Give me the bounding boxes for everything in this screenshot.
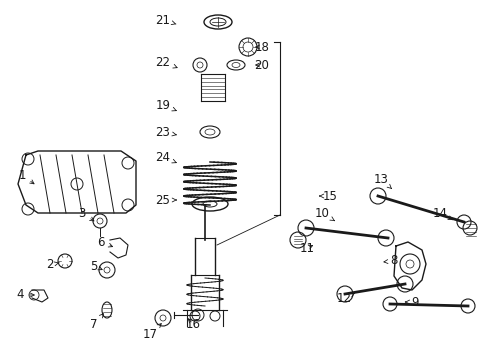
Text: 5: 5 <box>90 260 102 273</box>
Text: 10: 10 <box>314 207 334 221</box>
Text: 13: 13 <box>373 172 390 189</box>
Text: 1: 1 <box>18 168 34 184</box>
Text: 7: 7 <box>90 314 103 332</box>
Text: 16: 16 <box>185 318 200 330</box>
Text: 12: 12 <box>336 292 354 306</box>
Text: 21: 21 <box>155 14 176 27</box>
Text: 11: 11 <box>299 242 314 255</box>
Text: 25: 25 <box>155 194 176 207</box>
Text: 22: 22 <box>155 55 177 68</box>
Text: 20: 20 <box>254 59 269 72</box>
Text: 2: 2 <box>46 258 59 271</box>
Text: 18: 18 <box>254 41 269 54</box>
Text: 6: 6 <box>97 235 112 248</box>
Text: 17: 17 <box>142 324 161 341</box>
Text: 14: 14 <box>431 207 452 220</box>
Text: 3: 3 <box>78 207 94 221</box>
Text: 15: 15 <box>319 189 337 202</box>
Text: 4: 4 <box>16 288 34 302</box>
Text: 24: 24 <box>155 150 176 163</box>
Text: 9: 9 <box>405 296 418 309</box>
Text: 19: 19 <box>155 99 176 112</box>
Text: 23: 23 <box>155 126 176 139</box>
Text: 8: 8 <box>383 255 397 267</box>
